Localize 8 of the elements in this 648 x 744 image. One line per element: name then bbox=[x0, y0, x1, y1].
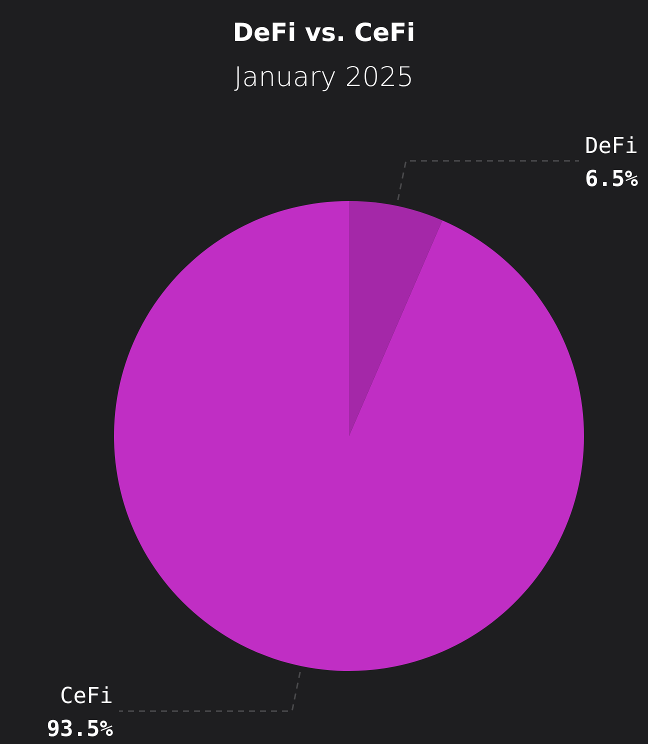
chart-title: DeFi vs. CeFi bbox=[232, 18, 416, 47]
data-label: 6.5% bbox=[585, 166, 639, 192]
pie-slice bbox=[114, 201, 584, 671]
chart-subtitle: January 2025 bbox=[233, 62, 415, 93]
pie-slice bbox=[349, 201, 442, 436]
slice-label: CeFi bbox=[60, 684, 113, 710]
slice-label: DeFi bbox=[585, 134, 638, 159]
data-label: 93.5% bbox=[46, 717, 114, 742]
